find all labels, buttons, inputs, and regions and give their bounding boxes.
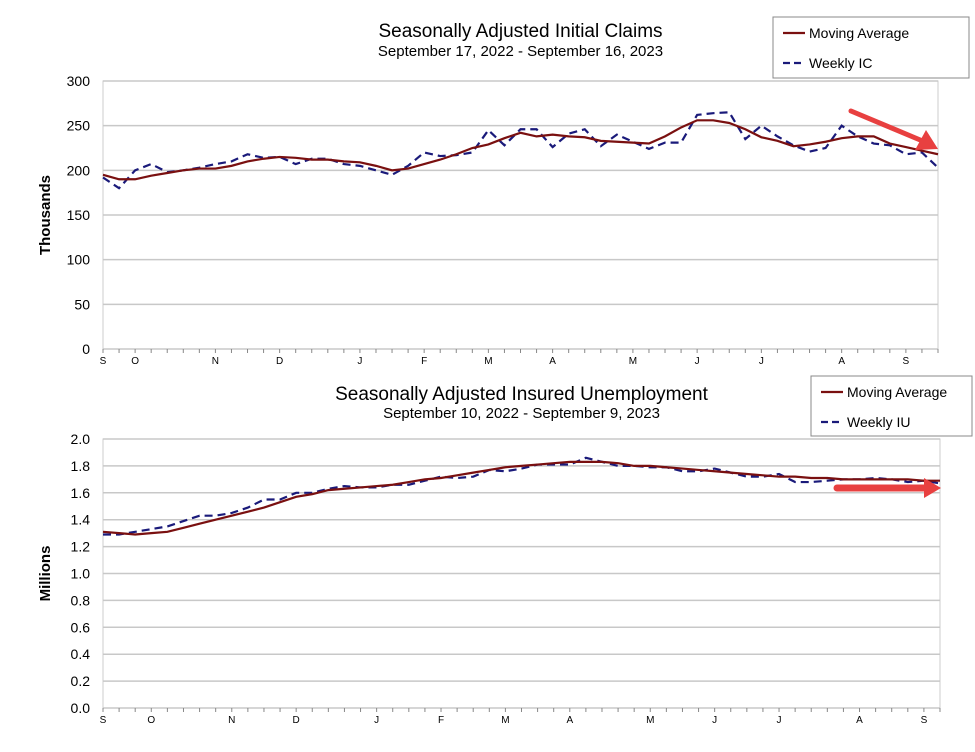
- legend-label: Moving Average: [847, 384, 947, 400]
- x-tick-label: S: [100, 356, 107, 367]
- x-tick-label: S: [903, 356, 910, 367]
- x-tick-label: O: [147, 715, 155, 726]
- legend: [810, 375, 973, 437]
- x-tick-label: J: [357, 356, 362, 367]
- x-tick-label: A: [856, 715, 863, 726]
- x-tick-label: D: [293, 715, 300, 726]
- y-tick-label: 1.4: [71, 512, 91, 528]
- x-tick-label: M: [501, 715, 509, 726]
- series-line-moving-average: [102, 460, 940, 536]
- y-tick-label: 250: [67, 118, 91, 134]
- series-line-weekly-ic: [102, 111, 939, 190]
- y-tick-label: 0.4: [71, 646, 91, 662]
- chart-subtitle: September 10, 2022 - September 9, 2023: [383, 405, 660, 422]
- x-tick-label: M: [646, 715, 654, 726]
- y-tick-label: 1.0: [71, 566, 91, 582]
- y-axis-label: Thousands: [37, 175, 54, 255]
- y-tick-label: 100: [67, 252, 91, 268]
- x-tick-label: D: [276, 356, 283, 367]
- y-tick-label: 0.2: [71, 673, 91, 689]
- y-axis-label: Millions: [37, 546, 54, 602]
- x-tick-label: A: [549, 356, 556, 367]
- y-tick-label: 150: [67, 207, 91, 223]
- y-tick-label: 50: [74, 296, 90, 312]
- chart-title: Seasonally Adjusted Initial Claims: [378, 21, 662, 42]
- x-tick-label: J: [712, 715, 717, 726]
- x-tick-label: S: [921, 715, 928, 726]
- x-tick-label: A: [838, 356, 845, 367]
- x-tick-label: M: [484, 356, 492, 367]
- red-arrow-head: [915, 130, 938, 150]
- y-tick-label: 200: [67, 162, 91, 178]
- y-tick-label: 1.2: [71, 539, 91, 555]
- x-tick-label: M: [629, 356, 637, 367]
- y-tick-label: 2.0: [71, 431, 91, 447]
- red-arrow-head: [924, 478, 941, 498]
- y-tick-label: 300: [67, 73, 91, 89]
- chart-title: Seasonally Adjusted Insured Unemployment: [335, 384, 709, 405]
- x-tick-label: S: [100, 715, 107, 726]
- legend-label: Weekly IC: [809, 55, 873, 71]
- x-tick-label: A: [566, 715, 573, 726]
- y-tick-label: 0.6: [71, 619, 91, 635]
- y-tick-label: 0.0: [71, 700, 91, 716]
- x-tick-label: J: [759, 356, 764, 367]
- x-tick-label: F: [421, 356, 427, 367]
- y-tick-label: 0: [82, 341, 90, 357]
- x-tick-label: N: [228, 715, 235, 726]
- y-tick-label: 1.8: [71, 458, 91, 474]
- red-arrow-shaft: [848, 108, 928, 145]
- legend-label: Weekly IU: [847, 414, 911, 430]
- y-tick-label: 0.8: [71, 592, 91, 608]
- legend-label: Moving Average: [809, 25, 909, 41]
- x-tick-label: J: [777, 715, 782, 726]
- x-tick-label: O: [131, 356, 139, 367]
- legend: [772, 16, 970, 79]
- x-tick-label: J: [374, 715, 379, 726]
- x-tick-label: J: [695, 356, 700, 367]
- x-tick-label: N: [212, 356, 219, 367]
- x-tick-label: F: [438, 715, 444, 726]
- y-tick-label: 1.6: [71, 485, 91, 501]
- series-line-weekly-iu: [103, 456, 941, 536]
- chart-subtitle: September 17, 2022 - September 16, 2023: [378, 43, 663, 60]
